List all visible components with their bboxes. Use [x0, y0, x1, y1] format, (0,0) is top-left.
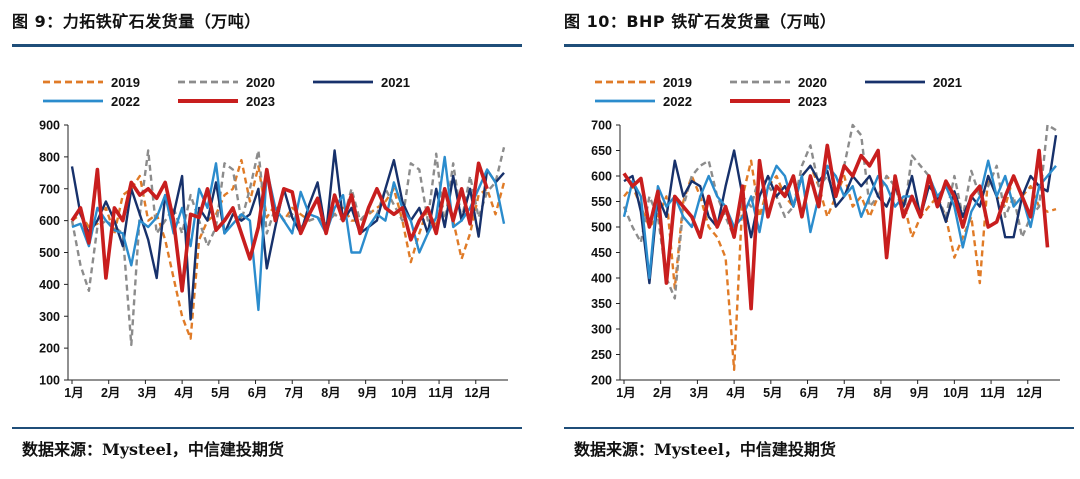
legend-label-2021: 2021: [933, 75, 962, 90]
series-line-2021: [70, 149, 505, 321]
x-tick-label: 8月: [873, 386, 892, 400]
y-tick-label: 400: [591, 272, 612, 286]
x-tick-label: 9月: [910, 386, 929, 400]
x-tick-label: 6月: [800, 386, 819, 400]
y-tick-label: 250: [591, 348, 612, 362]
legend-label-2020: 2020: [246, 75, 275, 90]
y-tick-label: 550: [591, 195, 612, 209]
source-rule: [12, 427, 522, 429]
x-tick-label: 5月: [763, 386, 782, 400]
legend-label-2023: 2023: [798, 94, 827, 109]
x-tick-label: 1月: [64, 386, 83, 400]
series-line-2020: [70, 147, 506, 347]
y-tick-label: 500: [591, 221, 612, 235]
bhp-shipments-chart: 200 250 300 350 400 450 500 550 600 650 700 1月 2月 3月 4…: [591, 75, 1060, 400]
title-rule: [12, 44, 522, 47]
x-tick-label: 7月: [285, 386, 304, 400]
x-tick-label: 2月: [101, 386, 120, 400]
y-tick-label: 300: [591, 323, 612, 337]
y-tick-label: 700: [591, 119, 612, 133]
series-line-2019: [71, 158, 506, 340]
y-tick-label: 100: [39, 374, 60, 388]
series-line-2021: [623, 135, 1058, 285]
x-tick-label: 10月: [943, 386, 969, 400]
y-tick-label: 300: [39, 310, 60, 324]
x-tick-label: 6月: [248, 386, 267, 400]
y-tick-label: 700: [39, 182, 60, 196]
y-tick-label: 600: [591, 170, 612, 184]
y-tick-label: 650: [591, 144, 612, 158]
title-rule: [564, 44, 1074, 47]
legend-label-2021: 2021: [381, 75, 410, 90]
series-line-2019: [623, 159, 1057, 371]
legend-label-2022: 2022: [111, 94, 140, 109]
x-tick-label: 9月: [358, 386, 377, 400]
x-tick-label: 1月: [616, 386, 635, 400]
rio-shipments-chart: 100 200 300 400 500 600 700 800 900 1月 2月 3月 4月 5月 6月 7…: [39, 75, 508, 400]
y-tick-label: 450: [591, 246, 612, 260]
x-tick-label: 7月: [837, 386, 856, 400]
source-rule: [564, 427, 1074, 429]
chart-title: 图 9：力拓铁矿石发货量（万吨）: [12, 12, 261, 31]
y-tick-label: 350: [591, 297, 612, 311]
y-tick-label: 800: [39, 150, 60, 164]
legend-label-2019: 2019: [663, 75, 692, 90]
chart-panel-bhp: 图 10：BHP 铁矿石发货量（万吨） 200 250 300 350 400 450 50…: [560, 0, 1080, 479]
x-tick-label: 10月: [391, 386, 417, 400]
y-tick-label: 600: [39, 214, 60, 228]
x-tick-label: 4月: [174, 386, 193, 400]
series-line-2023: [70, 161, 489, 293]
x-tick-label: 2月: [653, 386, 672, 400]
x-tick-label: 8月: [321, 386, 340, 400]
x-tick-label: 11月: [428, 386, 454, 400]
y-tick-label: 900: [39, 119, 60, 133]
x-tick-label: 12月: [1017, 386, 1043, 400]
x-tick-label: 5月: [211, 386, 230, 400]
x-tick-label: 11月: [980, 386, 1006, 400]
y-tick-label: 200: [39, 342, 60, 356]
x-tick-label: 3月: [690, 386, 709, 400]
legend-label-2019: 2019: [111, 75, 140, 90]
series-line-2023: [622, 143, 1050, 311]
x-tick-label: 12月: [465, 386, 491, 400]
legend-label-2020: 2020: [798, 75, 827, 90]
y-tick-label: 400: [39, 278, 60, 292]
legend-label-2022: 2022: [663, 94, 692, 109]
y-tick-label: 500: [39, 246, 60, 260]
source-note: 数据来源：Mysteel，中信建投期货: [22, 440, 284, 459]
chart-panel-rio: 图 9：力拓铁矿石发货量（万吨） 100 200 300 400 500 600 700 80…: [8, 0, 538, 479]
x-tick-label: 4月: [726, 386, 745, 400]
chart-title: 图 10：BHP 铁矿石发货量（万吨）: [564, 12, 837, 31]
legend-label-2023: 2023: [246, 94, 275, 109]
source-note: 数据来源：Mysteel，中信建投期货: [574, 440, 836, 459]
x-tick-label: 3月: [138, 386, 157, 400]
y-tick-label: 200: [591, 374, 612, 388]
